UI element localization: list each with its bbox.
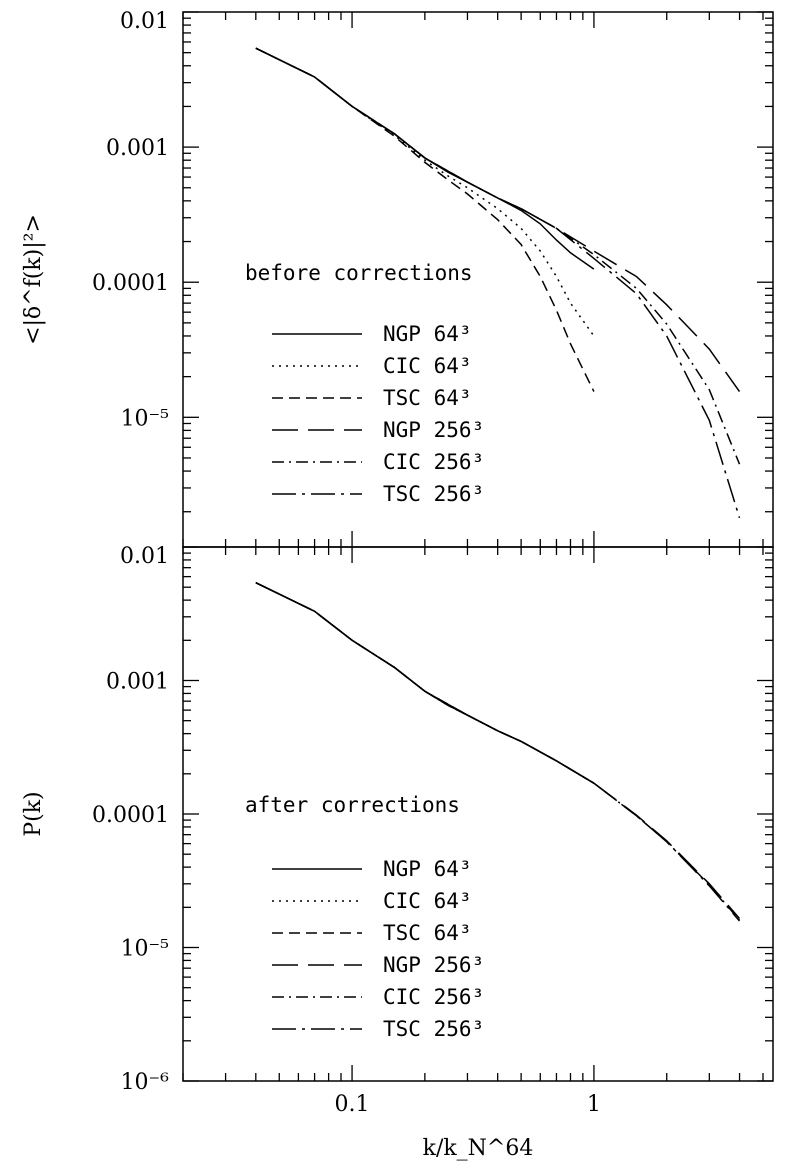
panel-annotation: before corrections <box>245 261 473 285</box>
legend-label: TSC 64³ <box>383 921 472 945</box>
y-axis-label: <|δ^f(k)|²> <box>21 214 46 345</box>
series-line <box>255 582 741 919</box>
series-line <box>255 47 595 337</box>
series-line <box>255 47 595 392</box>
legend-label: NGP 256³ <box>383 953 484 977</box>
legend-label: TSC 256³ <box>383 482 484 506</box>
y-tick-label: 10⁻⁵ <box>121 937 169 962</box>
top-panel: 0.01 0.001 0.0001 10⁻⁵ <|δ^f(k)|²> before cor… <box>21 9 774 548</box>
legend-label: TSC 256³ <box>383 1017 484 1041</box>
legend-label: NGP 64³ <box>383 857 472 881</box>
legend-label: TSC 64³ <box>383 386 472 410</box>
x-tick-label: 1 <box>587 1092 601 1117</box>
y-tick-label: 0.0001 <box>92 803 169 828</box>
y-axis-label: P(k) <box>21 791 46 836</box>
bottom-panel: 0.01 0.001 0.0001 10⁻⁵ 10⁻⁶ 0.1 1 P(k) k/k_N^64 a… <box>21 544 774 1161</box>
y-tick-label: 0.001 <box>106 670 169 695</box>
series-line <box>255 582 741 922</box>
y-tick-label: 10⁻⁶ <box>121 1070 170 1095</box>
legend-label: CIC 256³ <box>383 985 484 1009</box>
y-tick-label: 0.01 <box>120 9 169 34</box>
y-tick-label: 0.0001 <box>92 271 169 296</box>
legend-label: CIC 64³ <box>383 354 472 378</box>
x-tick-label: 0.1 <box>335 1092 370 1117</box>
x-axis-label: k/k_N^64 <box>423 1136 534 1161</box>
legend-label: NGP 256³ <box>383 418 484 442</box>
legend-label: NGP 64³ <box>383 322 472 346</box>
y-tick-label: 0.001 <box>106 136 169 161</box>
y-tick-label: 0.01 <box>120 544 169 569</box>
panel-annotation: after corrections <box>245 793 460 817</box>
y-tick-label: 10⁻⁵ <box>121 406 169 431</box>
legend-label: CIC 64³ <box>383 889 472 913</box>
series-line <box>255 47 741 465</box>
legend-label: CIC 256³ <box>383 450 484 474</box>
series-line <box>255 47 741 519</box>
